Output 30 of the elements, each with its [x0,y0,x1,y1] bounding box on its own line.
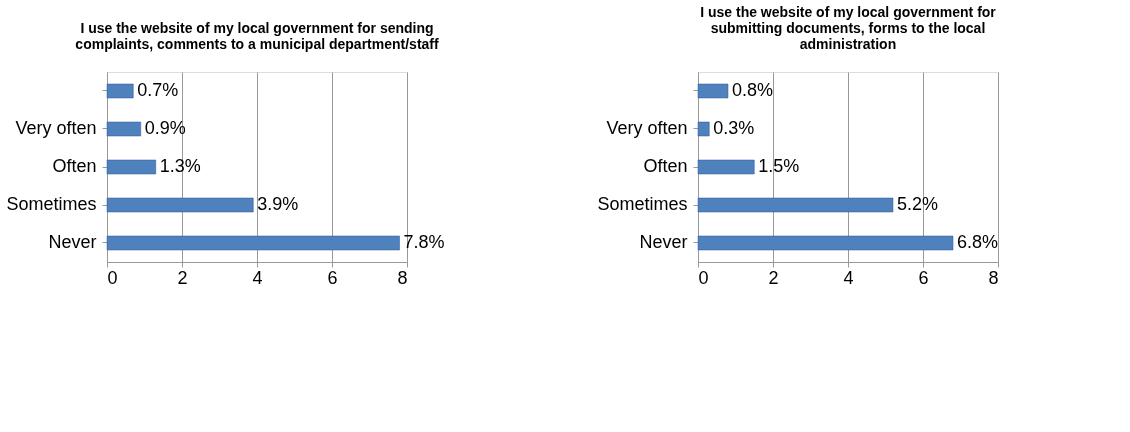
data-label: 5.2% [897,194,939,214]
y-tick-label: Often [643,156,688,176]
x-tick-label: 6 [327,267,338,288]
x-tick-label: 2 [768,267,779,288]
x-tick-label: 4 [252,267,263,288]
chart-title: I use the website of my local government for submitting documents, forms to the local administration [700,4,997,52]
y-tick-label: Very often [15,118,97,138]
data-label: 0.9% [144,118,186,138]
x-tick-label: 6 [918,267,929,288]
x-tick-label: 2 [177,267,188,288]
data-label: 6.8% [957,232,999,252]
y-tick-label: Often [52,156,97,176]
data-label: 7.8% [403,232,445,252]
data-label: 1.3% [159,156,201,176]
data-label: 0.8% [732,80,774,100]
chart-title: I use the website of my local government for sending complaints, comments to a municipal department/staff [75,20,439,52]
data-label: 3.9% [257,194,299,214]
x-tick-label: 8 [988,267,999,288]
data-label: 0.7% [137,80,179,100]
x-tick-label: 8 [397,267,408,288]
x-tick-label: 0 [698,267,709,288]
x-tick-label: 4 [843,267,854,288]
data-label: 1.5% [758,156,800,176]
y-tick-label: Never [48,232,97,252]
x-tick-label: 0 [107,267,118,288]
y-tick-label: Sometimes [6,194,97,214]
data-label: 0.3% [713,118,755,138]
y-tick-label: Sometimes [597,194,688,214]
y-tick-label: Never [639,232,688,252]
y-tick-label: Very often [606,118,688,138]
